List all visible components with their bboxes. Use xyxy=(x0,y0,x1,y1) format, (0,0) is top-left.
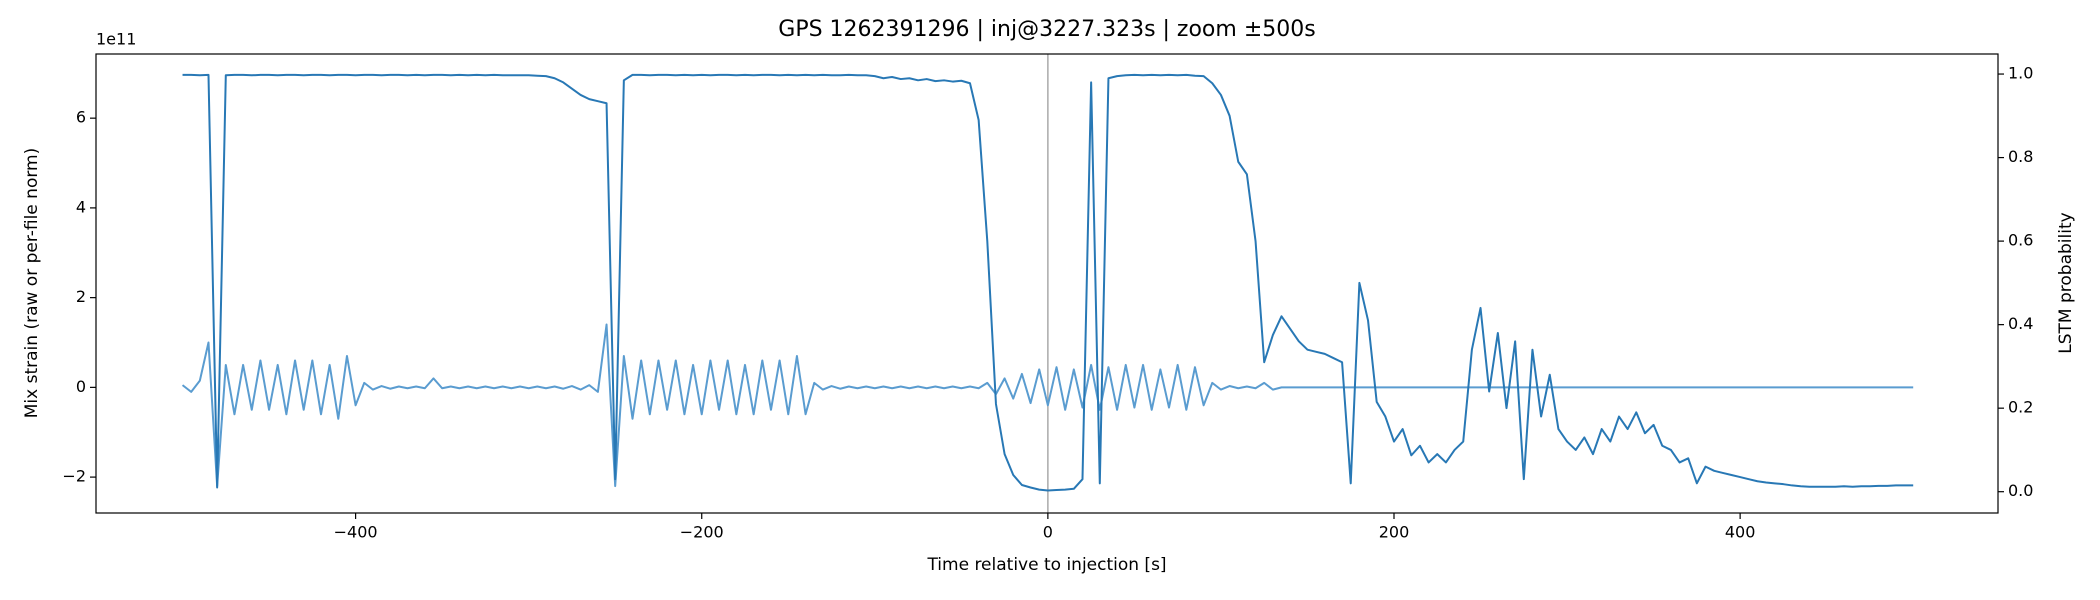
x-tick-label: −200 xyxy=(680,523,724,542)
y2-tick-label: 0.0 xyxy=(2008,481,2033,500)
series-line xyxy=(182,73,1914,492)
x-axis-label: Time relative to injection [s] xyxy=(926,555,1166,575)
y2-axis-label: LSTM probability xyxy=(2056,212,2076,353)
series-line xyxy=(181,323,1914,488)
y-tick-label: 4 xyxy=(76,197,86,216)
x-tick-label: −400 xyxy=(334,523,378,542)
y-tick-label: 6 xyxy=(76,108,86,127)
y2-tick-label: 0.6 xyxy=(2008,231,2033,250)
y2-tick-label: 1.0 xyxy=(2008,64,2033,83)
y-tick-label: −2 xyxy=(62,467,86,486)
y-offset-label: 1e11 xyxy=(96,30,136,49)
x-tick-label: 400 xyxy=(1725,523,1756,542)
x-tick-label: 0 xyxy=(1043,523,1053,542)
chart-title: GPS 1262391296 | inj@3227.323s | zoom ±5… xyxy=(778,17,1315,42)
y2-tick-label: 0.8 xyxy=(2008,147,2033,166)
y-tick-label: 0 xyxy=(76,377,86,396)
y-axis-label: Mix strain (raw or per-file norm) xyxy=(22,148,42,418)
y2-tick-label: 0.2 xyxy=(2008,398,2033,417)
y-tick-label: 2 xyxy=(76,287,86,306)
x-tick-label: 200 xyxy=(1379,523,1410,542)
y2-tick-label: 0.4 xyxy=(2008,314,2033,333)
axes-frame xyxy=(95,53,1999,514)
plot-area xyxy=(181,54,1914,513)
